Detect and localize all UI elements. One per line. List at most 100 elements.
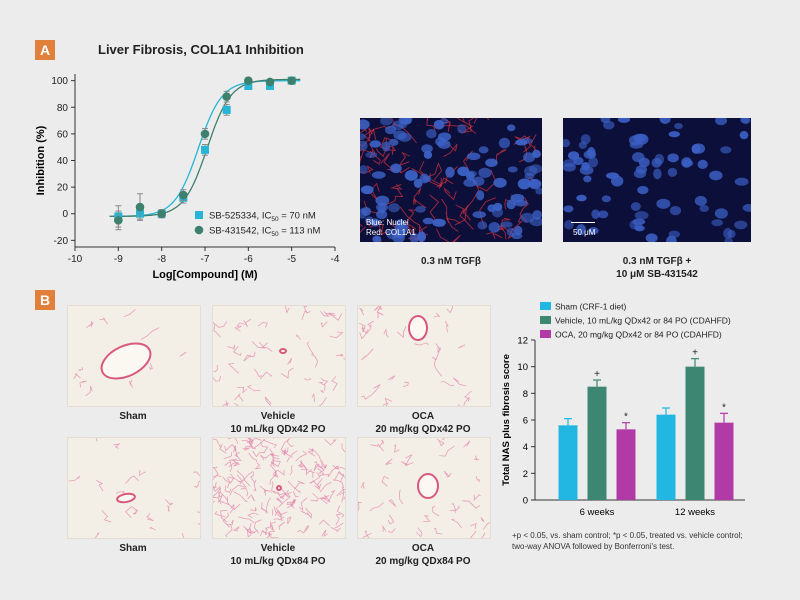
fibrosis-strand [440, 380, 454, 386]
fibrosis-strand [113, 443, 121, 449]
x-axis-label: Log[Compound] (M) [152, 269, 257, 281]
data-point-circle [157, 209, 166, 219]
nucleus [632, 152, 645, 163]
fibrosis-strand [193, 471, 200, 484]
nucleus [404, 170, 418, 181]
nucleus [445, 166, 455, 178]
nucleus [532, 149, 541, 159]
nucleus [724, 237, 733, 242]
fibrosis-strand [240, 487, 249, 497]
y-tick-label: 20 [57, 183, 69, 194]
fibrosis-strand [265, 497, 271, 514]
fibrosis-strand [85, 385, 93, 397]
fibrosis-strand [358, 501, 362, 513]
histology-caption-line: OCA [411, 543, 435, 554]
nucleus [377, 203, 386, 214]
nucleus [390, 163, 402, 174]
fibrosis-strand [238, 471, 254, 482]
data-point-circle [222, 92, 231, 101]
fibrosis-strand [283, 449, 292, 463]
fibrosis-strand [271, 460, 281, 467]
nucleus [669, 205, 682, 216]
microscopy-image-tgfb: Blue: Nuclei Red: COL1A1 [360, 118, 542, 242]
fibrosis-strand [179, 351, 187, 357]
fibrosis-strand [413, 342, 429, 346]
fibrosis-strand [228, 476, 241, 485]
histology-caption: Sham [67, 542, 199, 555]
fibrosis-strand [306, 341, 314, 355]
fibrosis-strand [278, 521, 286, 530]
fibrosis-strand [228, 454, 242, 461]
fibrosis-strand [423, 515, 431, 522]
nucleus [740, 118, 750, 124]
panel-a-badge: A [35, 40, 55, 60]
fibrosis-strand [250, 507, 257, 512]
fibrosis-strand [431, 347, 441, 361]
fibrosis-strand [227, 344, 236, 350]
nucleus [681, 157, 692, 168]
histology-caption-line: Vehicle [260, 543, 296, 554]
histology-caption-line: 20 mg/kg QDx42 PO [375, 424, 471, 435]
fibrosis-strand [234, 402, 240, 406]
fibrosis-strand [234, 393, 244, 402]
fibrosis-strand [219, 445, 227, 454]
fibrosis-strand [125, 505, 139, 519]
fibrosis-strand [320, 390, 324, 394]
fibrosis-strand [298, 497, 308, 511]
col1a1-fiber [443, 187, 457, 201]
fibrosis-strand [253, 519, 262, 534]
col1a1-fiber [435, 228, 461, 242]
nucleus [597, 210, 609, 219]
fibrosis-strand [416, 527, 423, 538]
fibrosis-strand [222, 400, 229, 406]
nucleus [361, 206, 372, 216]
fibrosis-strand [79, 380, 87, 388]
y-tick-label: 12 [517, 336, 528, 347]
fibrosis-strand [237, 386, 248, 394]
fibrosis-strand [213, 466, 218, 469]
fibrosis-strand [360, 394, 372, 400]
nucleus [506, 199, 516, 210]
fibrosis-strand [321, 470, 333, 478]
col1a1-fiber [384, 187, 404, 206]
fibrosis-strand [388, 499, 397, 507]
nucleus [422, 217, 435, 225]
fibrosis-strand [226, 473, 235, 484]
nucleus [520, 212, 535, 223]
fibrosis-strand [443, 470, 452, 478]
y-tick-label: 60 [57, 129, 69, 140]
col1a1-fiber [431, 177, 454, 189]
histology-image [357, 305, 491, 407]
nucleus [591, 209, 600, 219]
fibrosis-strand [317, 467, 325, 477]
fibrosis-strand [73, 373, 81, 380]
fibrosis-strand [401, 461, 414, 467]
fibrosis-strand [482, 521, 490, 530]
x-tick-label: -6 [244, 254, 253, 265]
fibrosis-strand [310, 498, 319, 502]
nucleus [576, 194, 587, 202]
nucleus [485, 158, 498, 168]
nucleus [563, 162, 576, 172]
col1a1-fiber [443, 141, 458, 158]
fibrosis-strand [381, 525, 387, 533]
fibrosis-strand [140, 327, 160, 340]
histology-caption-line: 10 mL/kg QDx42 PO [230, 424, 326, 435]
fibrosis-strand [470, 530, 476, 538]
scale-bar [571, 222, 595, 223]
fibrosis-strand [181, 532, 185, 538]
fibrosis-strand [247, 512, 259, 519]
fibrosis-strand [331, 376, 338, 391]
nucleus [532, 210, 542, 220]
fibrosis-strand [304, 378, 312, 381]
vessel-lumen [417, 473, 439, 499]
y-tick-label: -20 [54, 236, 69, 247]
fibrosis-strand [291, 450, 298, 458]
fibrosis-strand [213, 321, 228, 328]
fibrosis-strand [224, 443, 237, 452]
nucleus [437, 132, 452, 142]
nucleus [360, 165, 368, 174]
fibrosis-strand [370, 384, 381, 396]
col1a1-fiber [426, 118, 436, 132]
fibrosis-strand [246, 528, 252, 538]
